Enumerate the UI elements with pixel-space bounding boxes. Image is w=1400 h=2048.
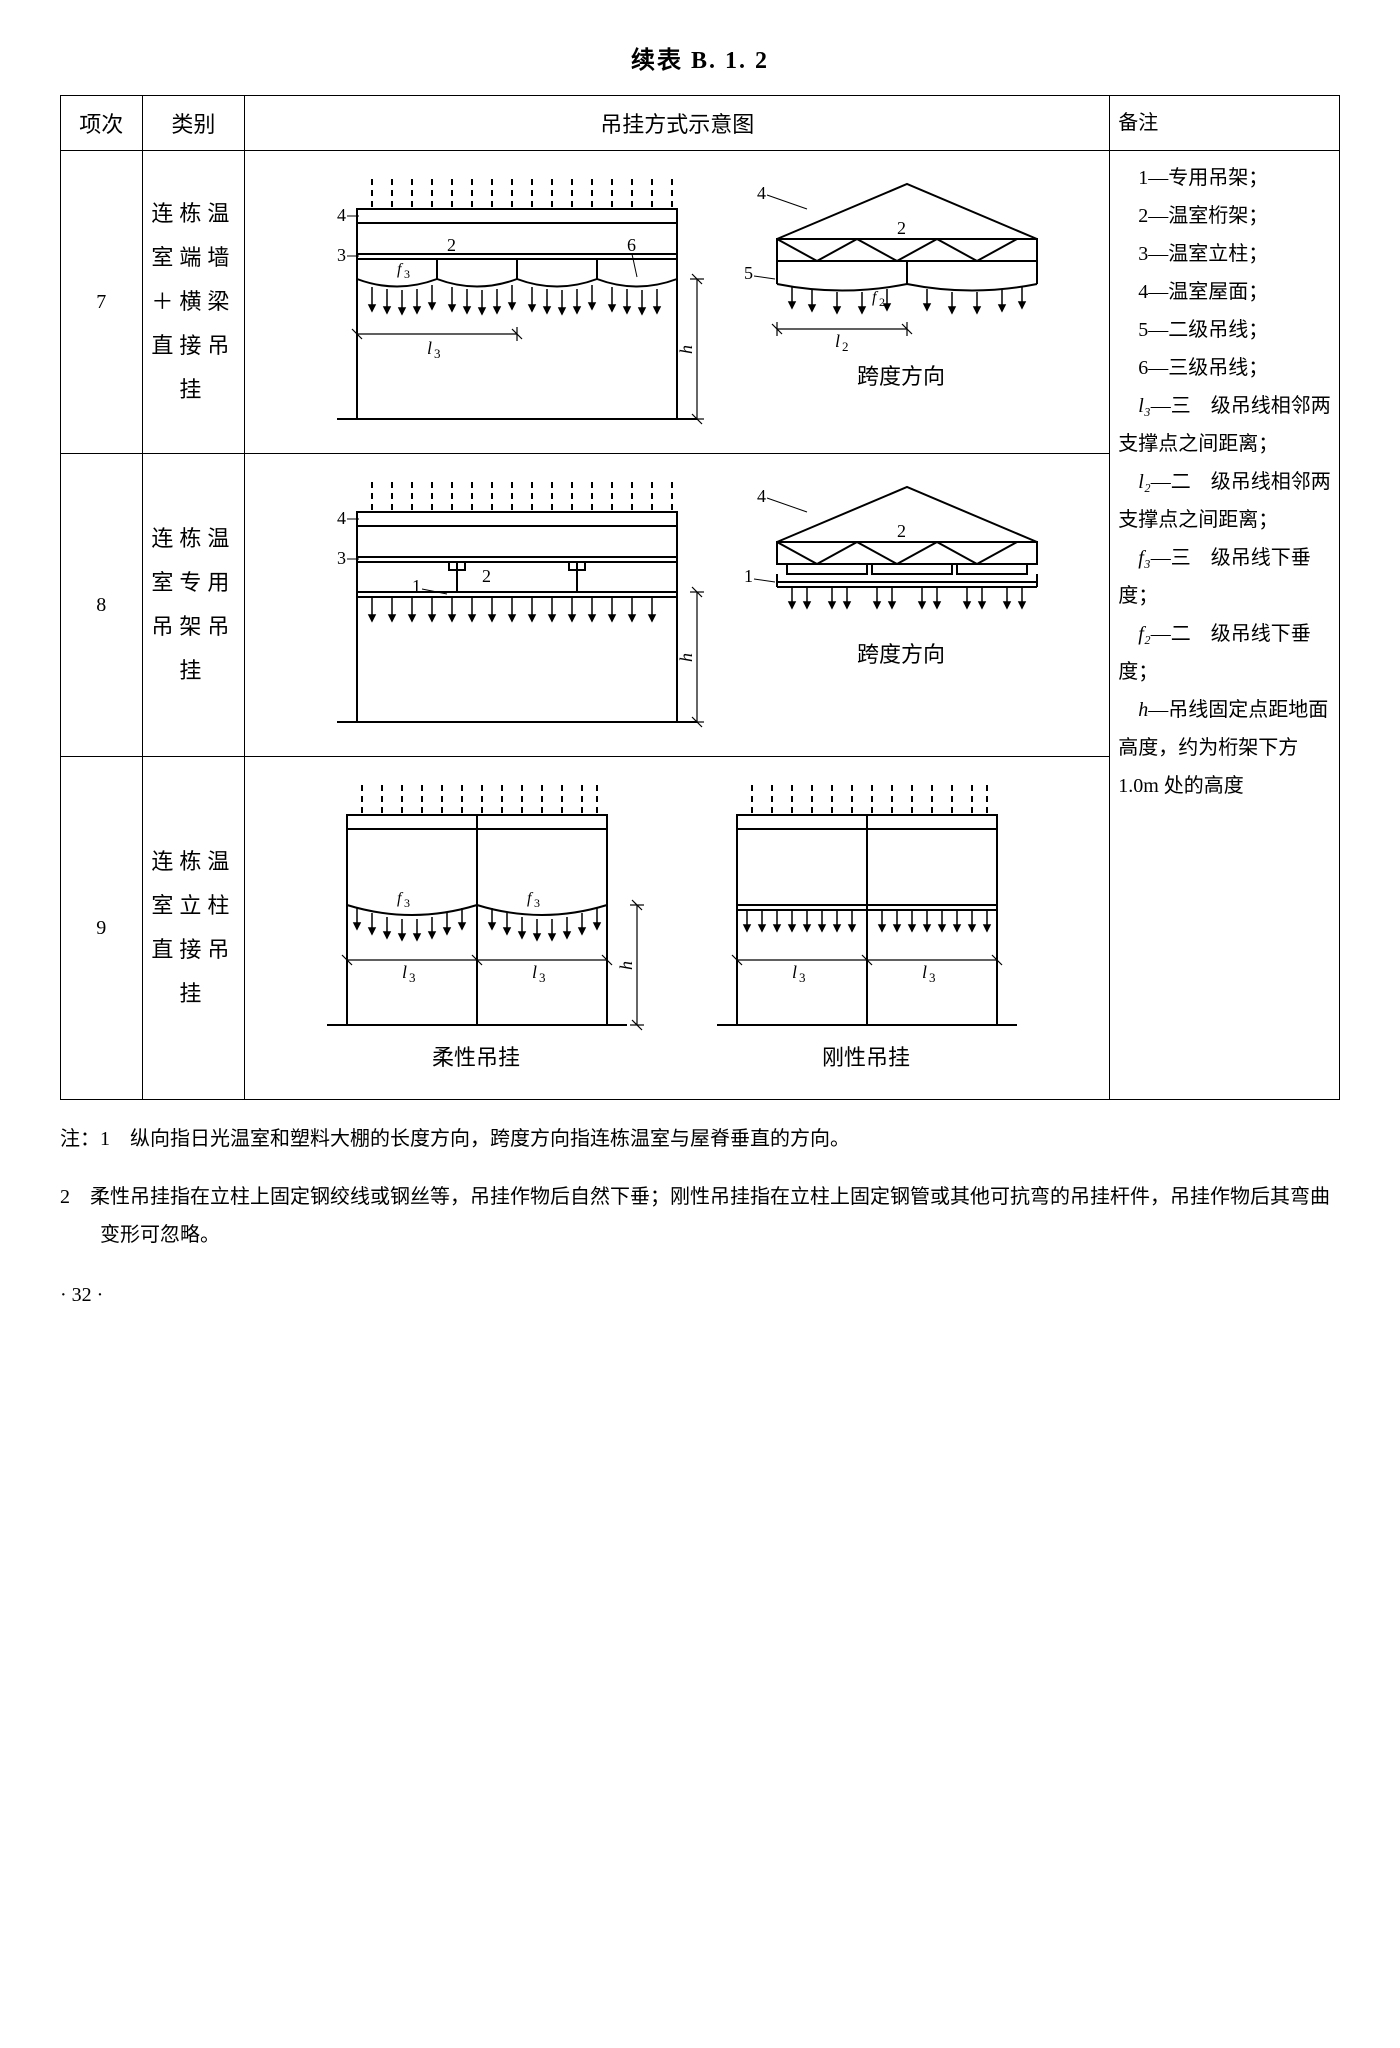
svg-text:3: 3 (404, 267, 410, 281)
svg-text:f: f (527, 890, 534, 907)
svg-text:2: 2 (482, 566, 491, 586)
row9-right-label: 刚性吊挂 (822, 1045, 910, 1070)
legend-5: 5—二级吊线； (1118, 311, 1331, 349)
legend-cell: 1—专用吊架； 2—温室桁架； 3—温室立柱； 4—温室屋面； 5—二级吊线； … (1110, 151, 1340, 1100)
row8-span-label: 跨度方向 (857, 642, 945, 667)
header-notes: 备注 (1110, 96, 1340, 151)
svg-text:3: 3 (799, 970, 806, 985)
row-9-category: 连栋温室立柱直接吊挂 (142, 757, 245, 1100)
svg-text:l: l (427, 338, 432, 358)
legend-3: 3—温室立柱； (1118, 235, 1331, 273)
svg-text:5: 5 (744, 263, 753, 283)
svg-text:h: h (616, 961, 636, 970)
svg-text:3: 3 (534, 896, 540, 910)
svg-text:4: 4 (337, 205, 346, 225)
svg-text:4: 4 (757, 486, 766, 506)
svg-text:l: l (532, 962, 537, 982)
row-7-diagram: l 3 h 4 3 2 f3 6 (245, 151, 1110, 454)
legend-l2: l₂—二 级吊线相邻两支撑点之间距离； (1118, 463, 1331, 539)
svg-text:6: 6 (627, 235, 636, 255)
svg-text:2: 2 (447, 235, 456, 255)
row-8-diagram: h 4 3 2 1 (245, 454, 1110, 757)
svg-text:3: 3 (539, 970, 546, 985)
svg-text:3: 3 (337, 548, 346, 568)
footnote-2: 2 柔性吊挂指在立柱上固定钢绞线或钢丝等，吊挂作物后自然下垂；刚性吊挂指在立柱上… (60, 1178, 1340, 1254)
legend-4: 4—温室屋面； (1118, 273, 1331, 311)
legend-2: 2—温室桁架； (1118, 197, 1331, 235)
header-index: 项次 (61, 96, 143, 151)
main-table: 项次 类别 吊挂方式示意图 备注 7 连栋温室端墙＋横梁直接吊挂 (60, 95, 1340, 1100)
svg-text:h: h (676, 345, 696, 354)
svg-text:l: l (402, 962, 407, 982)
svg-text:2: 2 (897, 521, 906, 541)
legend-l3: l₃—三 级吊线相邻两支撑点之间距离； (1118, 387, 1331, 463)
footnote-1: 注：1 纵向指日光温室和塑料大棚的长度方向，跨度方向指连栋温室与屋脊垂直的方向。 (60, 1120, 1340, 1158)
svg-text:f: f (397, 261, 404, 278)
row-9-diagram: f3 f3 l3 l3 (245, 757, 1110, 1100)
row-8-index: 8 (61, 454, 143, 757)
table-title: 续表 B. 1. 2 (60, 40, 1340, 75)
svg-text:3: 3 (409, 970, 416, 985)
svg-text:f: f (397, 890, 404, 907)
row7-span-label: 跨度方向 (857, 364, 945, 389)
svg-text:3: 3 (337, 245, 346, 265)
row-7-index: 7 (61, 151, 143, 454)
svg-text:l: l (835, 331, 840, 351)
svg-text:1: 1 (412, 576, 421, 596)
header-category: 类别 (142, 96, 245, 151)
svg-text:4: 4 (757, 183, 766, 203)
row-7-category: 连栋温室端墙＋横梁直接吊挂 (142, 151, 245, 454)
svg-text:2: 2 (879, 295, 885, 309)
legend-6: 6—三级吊线； (1118, 349, 1331, 387)
legend-f2: f₂—二 级吊线下垂度； (1118, 615, 1331, 691)
svg-text:h: h (676, 653, 696, 662)
svg-text:3: 3 (929, 970, 936, 985)
header-diagram: 吊挂方式示意图 (245, 96, 1110, 151)
svg-text:l: l (792, 962, 797, 982)
svg-text:2: 2 (842, 339, 849, 354)
legend-1: 1—专用吊架； (1118, 159, 1331, 197)
svg-text:4: 4 (337, 508, 346, 528)
svg-text:1: 1 (744, 566, 753, 586)
svg-text:f: f (872, 289, 879, 306)
svg-text:l: l (922, 962, 927, 982)
svg-text:2: 2 (897, 218, 906, 238)
row-8-category: 连栋温室专用吊架吊挂 (142, 454, 245, 757)
row9-left-label: 柔性吊挂 (432, 1045, 520, 1070)
page-number: · 32 · (60, 1284, 1340, 1307)
svg-text:3: 3 (434, 346, 441, 361)
legend-f3: f₃—三 级吊线下垂度； (1118, 539, 1331, 615)
row-9-index: 9 (61, 757, 143, 1100)
legend-h: h—吊线固定点距地面高度，约为桁架下方 1.0m 处的高度 (1118, 691, 1331, 805)
svg-text:3: 3 (404, 896, 410, 910)
